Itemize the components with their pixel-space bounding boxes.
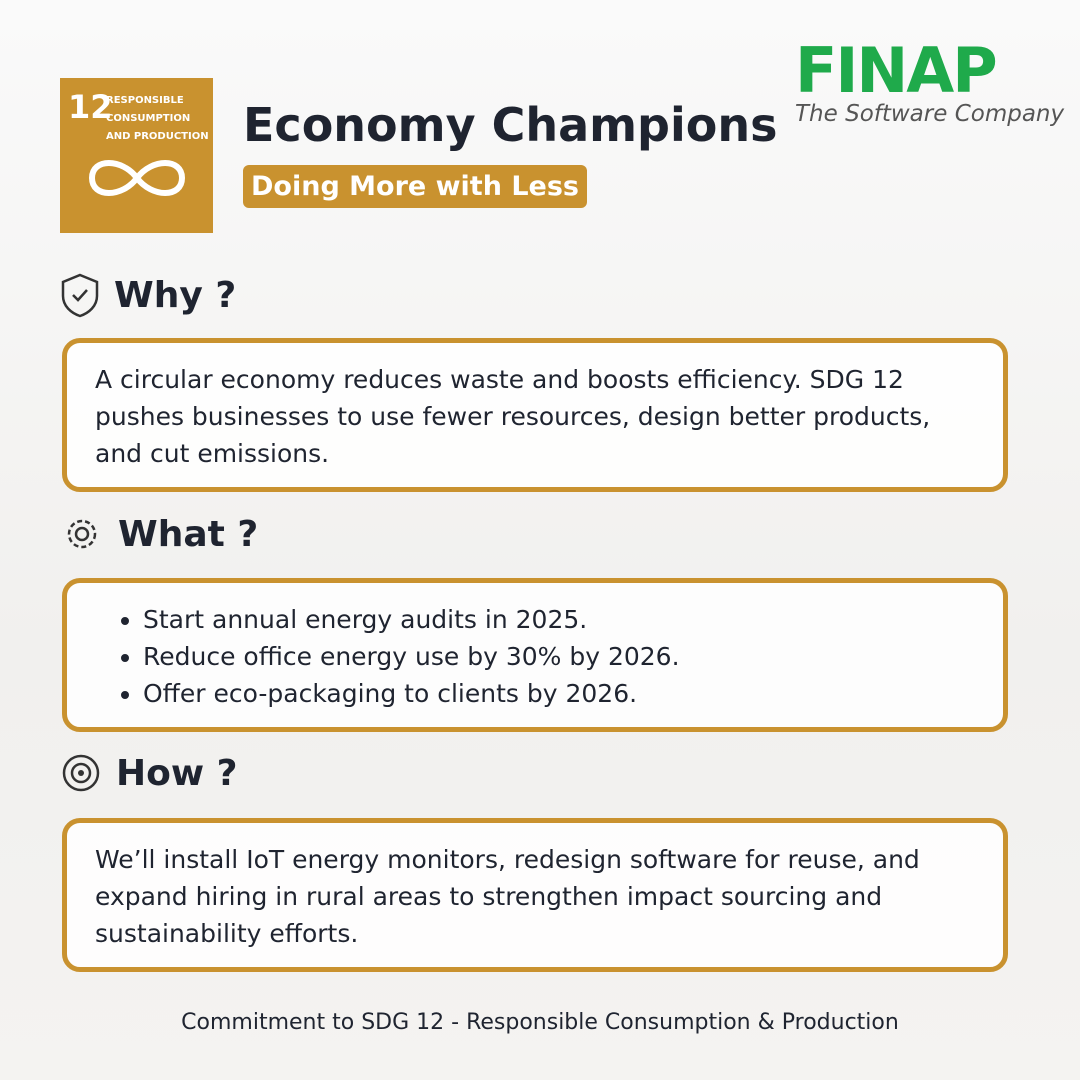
heading-text: Why ? — [114, 274, 237, 316]
infinity-icon — [88, 160, 186, 196]
section-heading: Why ? — [60, 272, 236, 318]
logo: FINAP The Software Company — [795, 34, 1064, 127]
title: Economy Champions — [243, 98, 778, 152]
section-heading: How ? — [60, 752, 238, 794]
badge-line: RESPONSIBLE — [106, 95, 184, 106]
box-text: A circular economy reduces waste and boo… — [95, 365, 931, 468]
what-box: Start annual energy audits in 2025.Reduc… — [62, 578, 1008, 732]
heading-text: What ? — [118, 513, 259, 555]
box-text: We’ll install IoT energy monitors, redes… — [95, 845, 920, 948]
list-item: Offer eco-packaging to clients by 2026. — [143, 675, 975, 712]
section-heading: What ? — [60, 512, 258, 556]
badge-number: 12 — [68, 88, 113, 126]
logo-tagline: The Software Company — [795, 101, 1065, 127]
footer: Commitment to SDG 12 - Responsible Consu… — [181, 1010, 899, 1035]
list-item: Start annual energy audits in 2025. — [143, 601, 975, 638]
badge-line: CONSUMPTION — [106, 113, 191, 124]
heading-text: How ? — [116, 752, 238, 794]
sdg-badge: 12 RESPONSIBLE CONSUMPTION AND PRODUCTION — [60, 78, 213, 233]
shield-icon — [61, 273, 99, 318]
why-box: A circular economy reduces waste and boo… — [62, 338, 1008, 492]
badge-line: AND PRODUCTION — [106, 131, 209, 142]
badge-lines: RESPONSIBLE CONSUMPTION AND PRODUCTION — [106, 92, 209, 146]
list-item: Reduce office energy use by 30% by 2026. — [143, 638, 975, 675]
gear-icon — [67, 519, 97, 549]
subtitle: Doing More with Less — [243, 165, 587, 208]
logo-name: FINAP — [795, 34, 998, 107]
how-box: We’ll install IoT energy monitors, redes… — [62, 818, 1008, 972]
list: Start annual energy audits in 2025.Reduc… — [95, 601, 975, 712]
target-icon — [62, 754, 100, 792]
